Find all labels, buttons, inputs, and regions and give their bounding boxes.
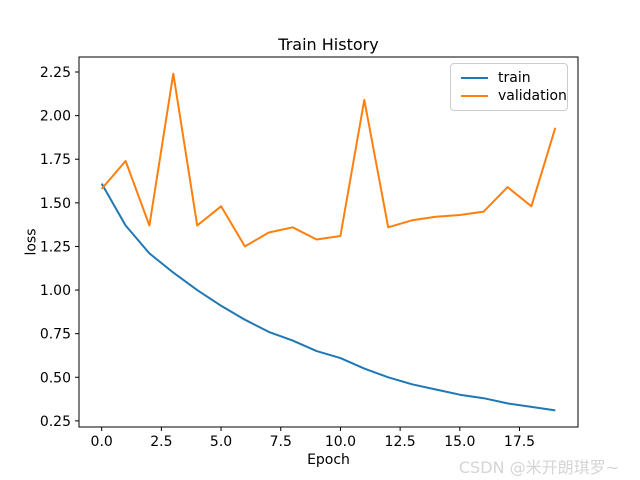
y-tick-label: 1.25 — [40, 239, 71, 255]
chart-title: Train History — [278, 35, 379, 54]
x-tick-label: 17.5 — [504, 434, 535, 450]
x-tick-label: 10.0 — [325, 434, 356, 450]
legend-label: train — [498, 70, 531, 86]
y-tick-label: 0.25 — [40, 414, 71, 430]
x-tick-label: 12.5 — [385, 434, 416, 450]
plot-area — [78, 56, 579, 428]
y-tick-label: 2.25 — [40, 65, 71, 81]
watermark: CSDN @米开朗琪罗~ — [458, 458, 619, 477]
legend-item-train: train — [451, 69, 567, 87]
y-tick-label: 1.75 — [40, 152, 71, 168]
train-line-swatch — [461, 77, 488, 79]
validation-line-swatch — [461, 95, 488, 97]
legend-item-validation: validation — [451, 87, 567, 105]
x-tick-label: 0.0 — [91, 434, 113, 450]
legend-label: validation — [498, 88, 567, 104]
y-tick-label: 2.00 — [40, 109, 71, 125]
y-tick-label: 1.00 — [40, 283, 71, 299]
validation-line — [100, 72, 557, 248]
x-tick-label: 2.5 — [150, 434, 172, 450]
x-tick-label: 5.0 — [210, 434, 232, 450]
x-tick-label: 15.0 — [444, 434, 475, 450]
train-line — [100, 183, 556, 412]
legend: train validation — [450, 63, 568, 111]
x-axis-label: Epoch — [307, 452, 350, 468]
y-tick-label: 0.75 — [40, 327, 71, 343]
y-tick-label: 1.50 — [40, 196, 71, 212]
x-tick-label: 7.5 — [270, 434, 292, 450]
y-axis-label: loss — [23, 228, 40, 256]
y-tick-label: 0.50 — [40, 370, 71, 386]
